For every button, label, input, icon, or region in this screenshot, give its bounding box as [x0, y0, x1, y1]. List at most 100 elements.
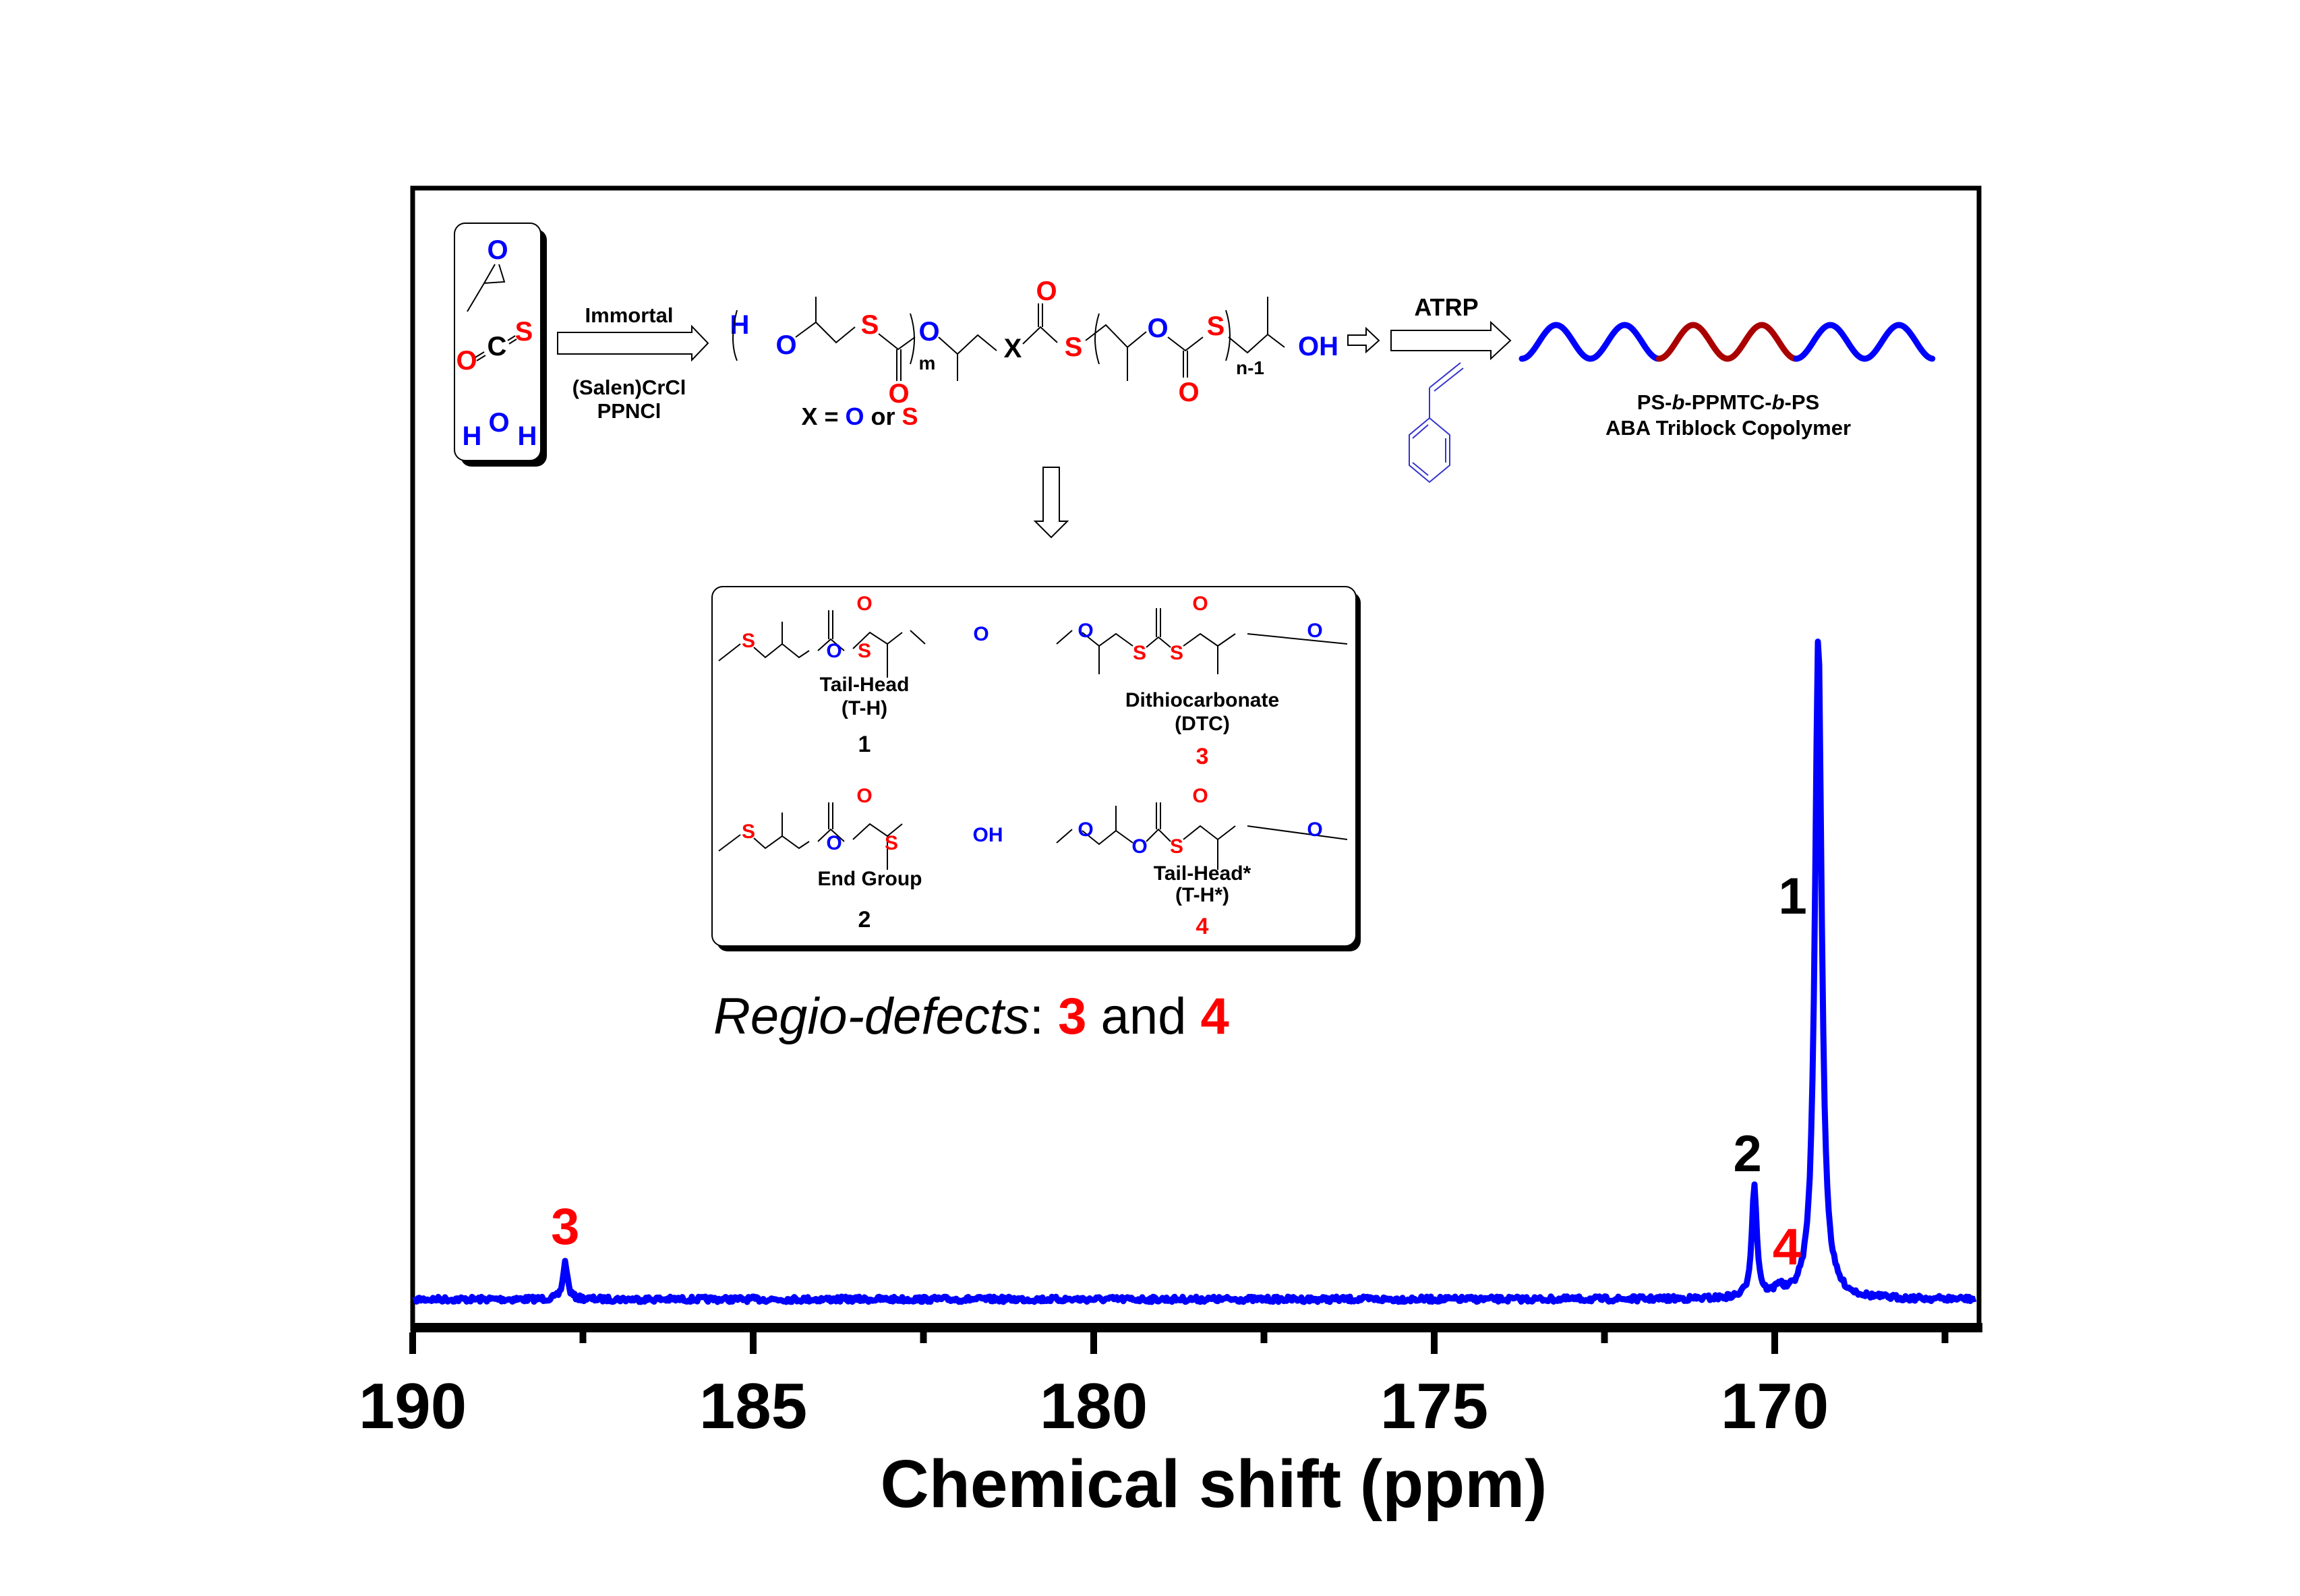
- atrp-arrow: ATRP: [1390, 293, 1512, 483]
- svg-text:O: O: [973, 623, 989, 645]
- chain-oh: OH: [1298, 332, 1338, 361]
- svg-text:(DTC): (DTC): [1175, 713, 1230, 735]
- x-definition: X = O or S: [801, 403, 918, 430]
- chain-o1: O: [775, 330, 796, 360]
- x-major-tick: [1771, 1332, 1778, 1354]
- x-major-tick: [750, 1332, 757, 1354]
- helix-ps-block: [1793, 322, 1936, 362]
- svg-text:O: O: [1192, 593, 1208, 615]
- label-tail-head-star: Tail-Head*: [1154, 862, 1251, 885]
- svg-text:O: O: [856, 785, 872, 807]
- styrene-structure: [1409, 362, 1464, 483]
- svg-text:OH: OH: [973, 824, 1003, 846]
- structure-end-group: S O S O OH End Group 2: [718, 785, 1003, 933]
- peak-label-2: 2: [1734, 1125, 1762, 1183]
- helix-ppmtc-block: [1655, 322, 1798, 362]
- x-axis-title: Chemical shift (ppm): [881, 1446, 1547, 1522]
- svg-text:S: S: [742, 821, 755, 843]
- svg-text:O: O: [1307, 819, 1322, 841]
- water-h1: H: [463, 421, 482, 451]
- structure-dithiocarbonate: O S S O O Dithiocarbonate (DTC) 3: [1056, 593, 1348, 769]
- x-minor-tick: [579, 1332, 587, 1343]
- chain-o-carbonyl3: O: [1178, 378, 1199, 407]
- catalyst-label: (Salen)CrCl: [572, 376, 686, 399]
- svg-text:O: O: [1078, 819, 1093, 841]
- x-axis-tick-labels: 190 185 180 175 170: [359, 1370, 1829, 1442]
- spectrum-line: [412, 639, 1978, 1305]
- chain-o3: O: [1147, 314, 1168, 343]
- svg-text:S: S: [742, 630, 755, 652]
- x-minor-tick: [1260, 1332, 1268, 1343]
- svg-text:S: S: [885, 832, 898, 854]
- x-minor-tick: [1941, 1332, 1949, 1343]
- epoxide-oxygen: O: [487, 235, 508, 265]
- label-end-group: End Group: [818, 868, 922, 890]
- small-arrow-icon: [1347, 326, 1380, 354]
- chain-n-sub: n-1: [1236, 357, 1264, 378]
- chain-o-carbonyl-mid: O: [1036, 276, 1057, 306]
- svg-text:O: O: [1192, 785, 1208, 807]
- structure-tail-head: S O S O O Tail-Head (T-H) 1: [718, 593, 989, 757]
- product-description: ABA Triblock Copolymer: [1605, 416, 1851, 440]
- cos-oxygen: O: [456, 346, 477, 376]
- cos-carbon: C: [488, 332, 507, 361]
- structure-number-1: 1: [858, 732, 871, 757]
- chain-x: X: [1004, 334, 1022, 363]
- peak-label-1: 1: [1778, 868, 1806, 925]
- structure-number-4: 4: [1196, 914, 1209, 939]
- x-tick-label: 175: [1380, 1370, 1488, 1442]
- chain-o-carbonyl1: O: [888, 379, 909, 409]
- helix-ps-block: [1518, 322, 1661, 362]
- svg-text:O: O: [826, 832, 842, 854]
- x-tick-label: 180: [1040, 1370, 1148, 1442]
- x-minor-tick: [1601, 1332, 1608, 1343]
- svg-text:O: O: [1078, 620, 1093, 642]
- svg-text:S: S: [1170, 835, 1183, 858]
- chain-s3: S: [1207, 312, 1225, 341]
- x-tick-label: 190: [359, 1370, 467, 1442]
- immortal-label: Immortal: [585, 303, 674, 327]
- atrp-label: ATRP: [1414, 293, 1478, 321]
- svg-text:S: S: [1133, 642, 1146, 664]
- x-axis-ticks: [409, 1332, 1949, 1354]
- water-h2: H: [518, 421, 537, 451]
- svg-text:O: O: [1131, 835, 1147, 858]
- down-arrow-icon: [1033, 467, 1069, 539]
- x-major-tick: [409, 1332, 416, 1354]
- regio-defects-caption: Regio-defects: 3 and 4: [713, 988, 1229, 1045]
- svg-text:O: O: [1307, 620, 1322, 642]
- x-tick-label: 170: [1721, 1370, 1829, 1442]
- svg-text:(T-H): (T-H): [842, 697, 887, 719]
- x-major-tick: [1431, 1332, 1438, 1354]
- triblock-copolymer-helix: [1518, 322, 1936, 362]
- chain-m: m: [919, 353, 936, 374]
- x-major-tick: [1090, 1332, 1097, 1354]
- svg-text:S: S: [1170, 642, 1183, 664]
- reactants-box: O O C S H O H: [454, 223, 547, 467]
- chain-s-mid: S: [1065, 332, 1083, 362]
- chain-s1: S: [861, 310, 879, 340]
- structure-number-3: 3: [1196, 744, 1209, 769]
- svg-text:(T-H*): (T-H*): [1175, 884, 1229, 906]
- label-dithiocarbonate: Dithiocarbonate: [1125, 689, 1279, 711]
- svg-text:S: S: [858, 640, 871, 662]
- chain-o2: O: [918, 317, 939, 347]
- polymer-structure: H O S O m O X O S O O S n-1 OH X = O or …: [730, 276, 1338, 430]
- water-o: O: [488, 408, 509, 438]
- cocatalyst-label: PPNCl: [597, 399, 661, 423]
- cos-sulfur: S: [515, 317, 533, 347]
- label-tail-head: Tail-Head: [820, 674, 910, 696]
- svg-text:O: O: [856, 593, 872, 615]
- structure-number-2: 2: [858, 907, 871, 933]
- x-tick-label: 185: [699, 1370, 807, 1442]
- product-name: PS-b-PPMTC-b-PS: [1637, 390, 1819, 414]
- peak-label-3: 3: [551, 1198, 579, 1255]
- peak-label-4: 4: [1773, 1218, 1801, 1276]
- structure-tail-head-star: O O S O O Tail-Head* (T-H*) 4: [1056, 785, 1348, 939]
- x-minor-tick: [920, 1332, 927, 1343]
- immortal-arrow: Immortal (Salen)CrCl PPNCl: [557, 303, 709, 423]
- svg-text:O: O: [826, 640, 842, 662]
- structures-box: S O S O O Tail-Head (T-H) 1 O S S O O Di…: [711, 586, 1361, 951]
